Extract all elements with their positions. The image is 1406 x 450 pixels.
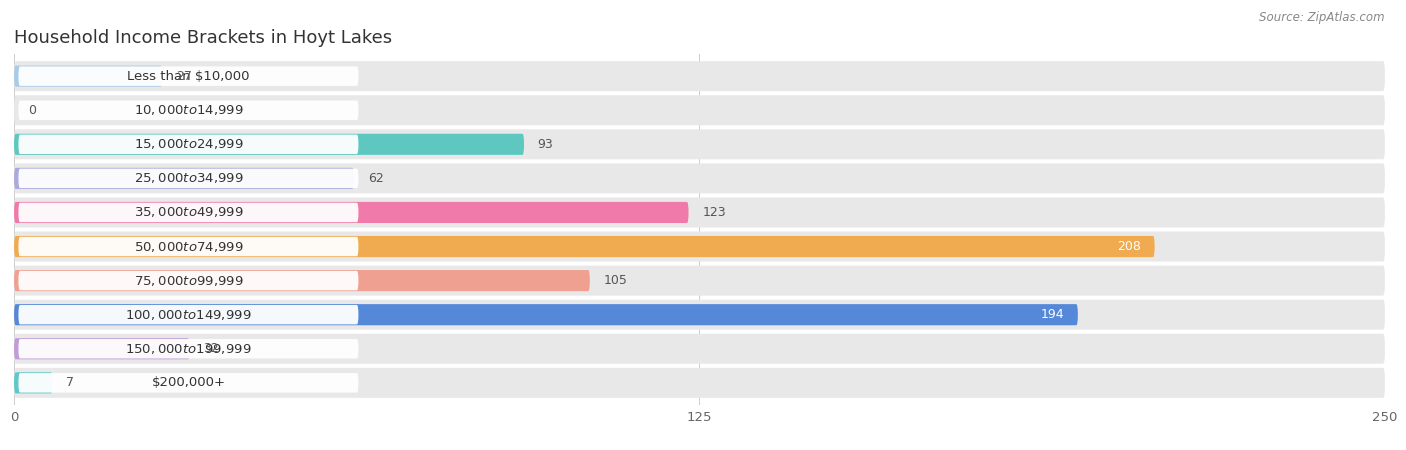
FancyBboxPatch shape [14,66,162,87]
Text: $15,000 to $24,999: $15,000 to $24,999 [134,137,243,151]
Text: 32: 32 [204,342,219,355]
Text: 194: 194 [1040,308,1064,321]
FancyBboxPatch shape [14,232,1385,261]
Text: Less than $10,000: Less than $10,000 [127,70,250,83]
FancyBboxPatch shape [14,266,1385,296]
Text: Source: ZipAtlas.com: Source: ZipAtlas.com [1260,11,1385,24]
Text: 27: 27 [176,70,191,83]
FancyBboxPatch shape [18,169,359,188]
Text: $100,000 to $149,999: $100,000 to $149,999 [125,308,252,322]
Text: $75,000 to $99,999: $75,000 to $99,999 [134,274,243,288]
FancyBboxPatch shape [14,300,1385,330]
FancyBboxPatch shape [14,304,1078,325]
Text: Household Income Brackets in Hoyt Lakes: Household Income Brackets in Hoyt Lakes [14,29,392,47]
FancyBboxPatch shape [14,198,1385,227]
Text: 105: 105 [603,274,627,287]
FancyBboxPatch shape [18,373,359,392]
FancyBboxPatch shape [14,95,1385,125]
FancyBboxPatch shape [14,134,524,155]
FancyBboxPatch shape [18,135,359,154]
FancyBboxPatch shape [14,129,1385,159]
Text: $35,000 to $49,999: $35,000 to $49,999 [134,206,243,220]
FancyBboxPatch shape [14,61,1385,91]
Text: 93: 93 [537,138,554,151]
Text: $10,000 to $14,999: $10,000 to $14,999 [134,103,243,117]
FancyBboxPatch shape [18,339,359,359]
FancyBboxPatch shape [14,202,689,223]
Text: 123: 123 [702,206,725,219]
FancyBboxPatch shape [18,100,359,120]
FancyBboxPatch shape [14,338,190,360]
FancyBboxPatch shape [18,67,359,86]
Text: 7: 7 [66,376,75,389]
FancyBboxPatch shape [14,270,591,291]
Text: $200,000+: $200,000+ [152,376,225,389]
FancyBboxPatch shape [18,203,359,222]
FancyBboxPatch shape [14,236,1154,257]
FancyBboxPatch shape [14,368,1385,398]
FancyBboxPatch shape [18,305,359,324]
Text: 62: 62 [368,172,384,185]
Text: 208: 208 [1116,240,1140,253]
FancyBboxPatch shape [14,334,1385,364]
FancyBboxPatch shape [18,237,359,256]
FancyBboxPatch shape [14,168,354,189]
Text: 0: 0 [28,104,35,117]
FancyBboxPatch shape [14,163,1385,194]
Text: $50,000 to $74,999: $50,000 to $74,999 [134,239,243,253]
FancyBboxPatch shape [14,372,52,393]
Text: $150,000 to $199,999: $150,000 to $199,999 [125,342,252,356]
Text: $25,000 to $34,999: $25,000 to $34,999 [134,171,243,185]
FancyBboxPatch shape [18,271,359,290]
